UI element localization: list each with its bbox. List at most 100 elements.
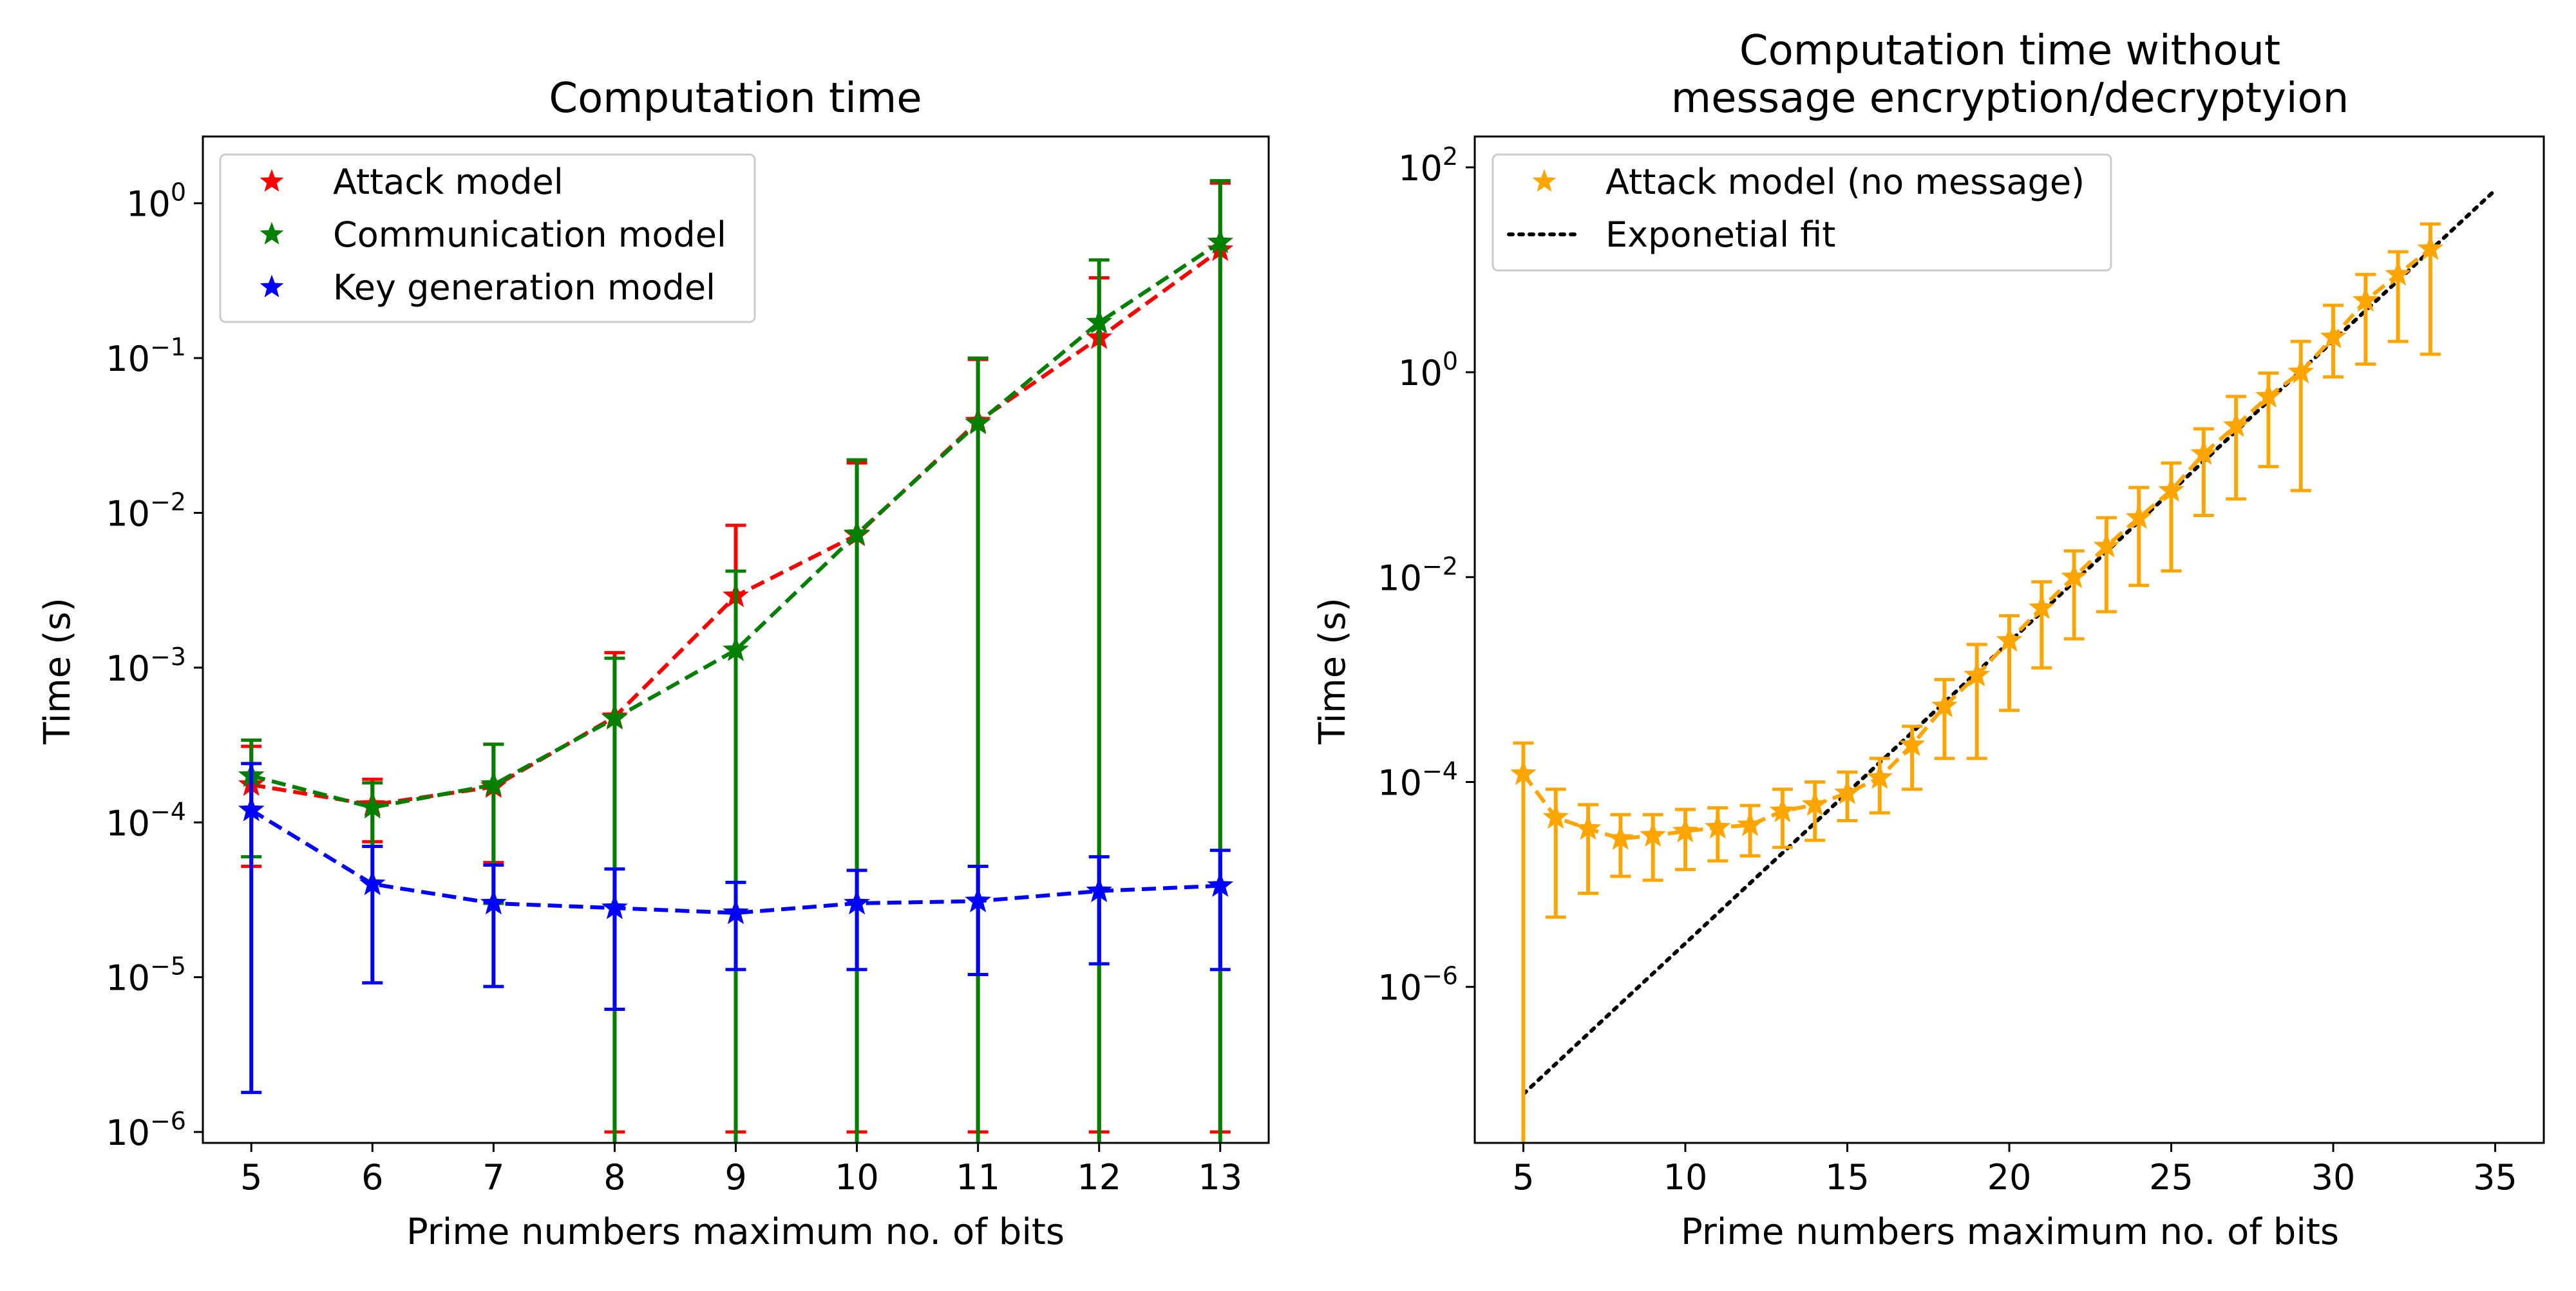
right-x-axis-label: Prime numbers maximum no. of bits [1681, 1211, 2339, 1253]
left-y-tick-label: 10−1 [106, 333, 186, 379]
left-x-tick-label: 6 [361, 1157, 383, 1198]
right-x-tick-label: 15 [1825, 1157, 1870, 1198]
left-x-tick-label: 10 [835, 1157, 879, 1198]
left-legend-label: Key generation model [333, 267, 715, 308]
right-data-point [2287, 358, 2315, 384]
left-data-point [1207, 228, 1234, 254]
right-data-point [2190, 440, 2217, 466]
left-data-point [480, 889, 507, 915]
left-series-line [251, 240, 1222, 810]
right-panel: Computation time without message encrypt… [1312, 27, 2545, 1253]
right-data-point [1575, 815, 1602, 840]
right-data-point [1866, 764, 1893, 789]
right-x-tick-label: 5 [1512, 1157, 1534, 1198]
left-legend-label: Attack model [333, 162, 564, 202]
left-data-point [601, 704, 628, 730]
right-data-point [1931, 692, 1958, 718]
left-data-point [1086, 308, 1113, 334]
right-data-point [2093, 532, 2120, 558]
left-data-point [238, 796, 265, 822]
left-x-tick-label: 13 [1198, 1157, 1242, 1198]
left-axis-ticks: 5 6 7 8 9 10 11 12 13 10−6 10−5 10−4 10−3 10−2 10−1 100 [106, 178, 1242, 1198]
left-y-tick-label: 10−3 [106, 643, 186, 689]
right-chart-title-line-1: Computation time without [1739, 27, 2280, 75]
right-legend: Attack model (no message) Exponetial fit [1492, 153, 2112, 272]
left-data-point [844, 520, 870, 545]
left-y-axis-label: Time (s) [37, 598, 79, 745]
right-data-point [1607, 825, 1634, 850]
left-chart-title: Computation time [549, 75, 922, 122]
right-data-point [2320, 323, 2347, 348]
left-y-tick-label: 10−6 [106, 1107, 186, 1153]
left-x-tick-label: 9 [724, 1157, 746, 1198]
right-data-point [2125, 504, 2152, 529]
right-data-point [2255, 382, 2282, 408]
right-data-point [1996, 627, 2023, 652]
left-data-point [601, 894, 628, 919]
left-legend-label: Communication model [333, 214, 726, 255]
left-x-tick-label: 11 [956, 1157, 1000, 1198]
right-y-tick-label: 100 [1398, 347, 1458, 393]
right-axis-ticks: 5 10 15 20 25 30 35 10−6 10−4 10−2 100 102 [1378, 142, 2517, 1198]
left-data-point [359, 870, 386, 896]
right-y-tick-label: 10−2 [1378, 552, 1458, 598]
left-data-point [723, 636, 749, 661]
right-data-point [2385, 260, 2412, 286]
right-data-point [2158, 476, 2184, 502]
left-y-tick-label: 10−5 [106, 952, 186, 999]
right-data-point [2417, 235, 2444, 260]
left-y-tick-label: 10−2 [106, 487, 186, 534]
right-x-tick-label: 10 [1663, 1157, 1708, 1198]
left-series-line [250, 808, 1220, 915]
right-data-point [1542, 804, 1569, 829]
right-data-point [1899, 731, 1926, 757]
right-axes-frame [1473, 135, 2545, 1144]
right-data-point [2352, 287, 2379, 312]
right-data-point [1640, 822, 1667, 847]
left-plot-area [238, 179, 1234, 1143]
right-data-point [1769, 797, 1796, 823]
left-data-point [480, 771, 507, 796]
right-x-tick-label: 20 [1987, 1157, 2032, 1198]
left-legend-marker [260, 169, 284, 192]
left-legend-box [219, 153, 756, 323]
left-data-point [723, 899, 749, 925]
left-y-tick-label: 100 [126, 178, 186, 225]
right-chart-title-line-2: message encryption/decryptyion [1671, 75, 2349, 122]
left-legend: Attack model Communication model Key gener… [219, 153, 756, 323]
right-y-tick-label: 10−4 [1378, 757, 1458, 804]
right-data-point [1510, 760, 1537, 786]
left-x-axis-label: Prime numbers maximum no. of bits [406, 1211, 1065, 1253]
right-x-tick-label: 25 [2149, 1157, 2193, 1198]
right-legend-box [1492, 153, 2112, 272]
right-legend-fit-label: Exponetial fit [1605, 214, 1835, 255]
left-series-1 [238, 179, 1234, 1143]
right-series-0 [1510, 222, 2444, 1143]
left-data-point [844, 889, 870, 915]
right-data-point [1834, 779, 1861, 805]
right-legend-label: Attack model (no message) [1605, 162, 2085, 202]
left-series-2 [238, 762, 1234, 1095]
left-data-point [1086, 877, 1113, 903]
left-panel: Computation time Prime numbers maximum n… [37, 75, 1270, 1253]
left-legend-marker [260, 274, 284, 297]
left-data-point [359, 793, 386, 819]
right-data-point [1737, 811, 1763, 836]
right-data-point [1672, 817, 1699, 843]
right-data-point [2222, 411, 2249, 437]
right-x-tick-label: 30 [2311, 1157, 2356, 1198]
left-data-point [1207, 872, 1234, 897]
right-data-point [2061, 563, 2087, 589]
right-data-point [1704, 813, 1731, 839]
left-data-point [965, 887, 992, 912]
right-data-point [1801, 791, 1828, 816]
right-plot-area [1510, 188, 2497, 1143]
right-y-axis-label: Time (s) [1312, 598, 1354, 745]
left-x-tick-label: 5 [240, 1157, 262, 1198]
right-y-tick-label: 102 [1398, 142, 1458, 189]
right-y-tick-label: 10−6 [1378, 962, 1458, 1008]
left-y-tick-label: 10−4 [106, 797, 186, 843]
left-data-point [965, 409, 992, 435]
